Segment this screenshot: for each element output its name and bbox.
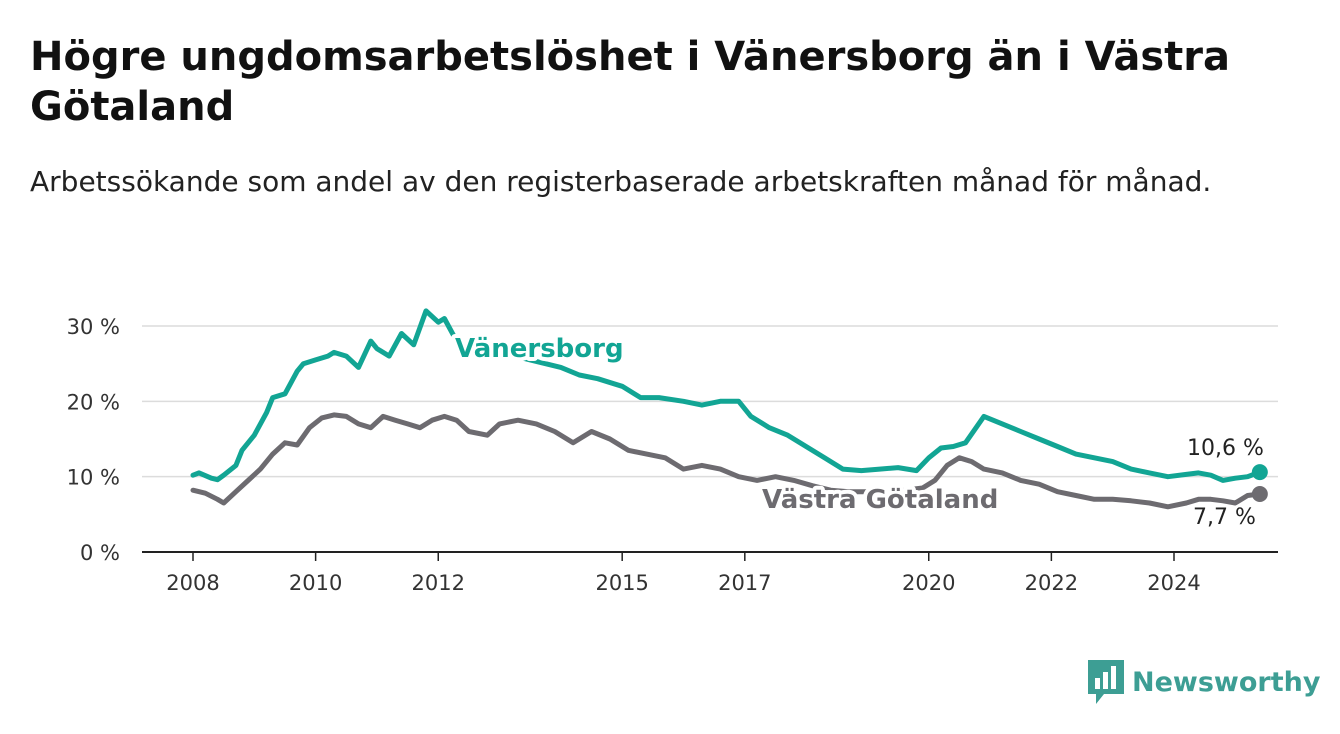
x-tick-label: 2024 (1147, 571, 1200, 595)
y-tick-label: 30 % (67, 315, 120, 339)
end-value-halo: 7,7 % (1193, 505, 1256, 530)
x-tick-label: 2017 (718, 571, 771, 595)
x-tick-label: 2010 (289, 571, 342, 595)
chart-title: Högre ungdomsarbetslöshet i Vänersborg ä… (30, 34, 1230, 130)
series-end-point (1251, 464, 1268, 481)
series-group (190, 308, 1268, 510)
series-name-label: Västra Götaland (762, 485, 998, 515)
x-tick-label: 2008 (166, 571, 219, 595)
y-tick-label: 10 % (67, 466, 120, 490)
series-name-label: Vänersborg (455, 334, 624, 364)
bar-chart-logo-icon (1088, 660, 1124, 704)
x-tick-label: 2022 (1025, 571, 1078, 595)
series-line (190, 412, 1263, 510)
end-value-label: 7,7 % (1193, 505, 1256, 530)
x-tick-label: 2012 (412, 571, 465, 595)
y-axis-ticks: 0 % 10 % 20 % 30 % (67, 315, 120, 565)
series-end-point (1251, 485, 1268, 502)
x-tick-label: 2015 (595, 571, 648, 595)
x-tick-label: 2020 (902, 571, 955, 595)
y-tick-label: 20 % (67, 390, 120, 414)
end-value-label: 10,6 % (1187, 436, 1264, 461)
series-name-halo: Vänersborg (455, 334, 624, 364)
end-value-halo: 10,6 % (1187, 436, 1264, 461)
y-tick-label: 0 % (80, 541, 120, 565)
brand-name: Newsworthy (1132, 666, 1321, 698)
chart-subtitle: Arbetssökande som andel av den registerb… (30, 165, 1212, 198)
series-line (190, 308, 1263, 483)
brand-logo: Newsworthy (1088, 660, 1320, 704)
x-axis-ticks: 2008 2010 2012 2015 2017 2020 2022 2024 (166, 552, 1201, 595)
series-name-halo: Västra Götaland (762, 485, 998, 515)
